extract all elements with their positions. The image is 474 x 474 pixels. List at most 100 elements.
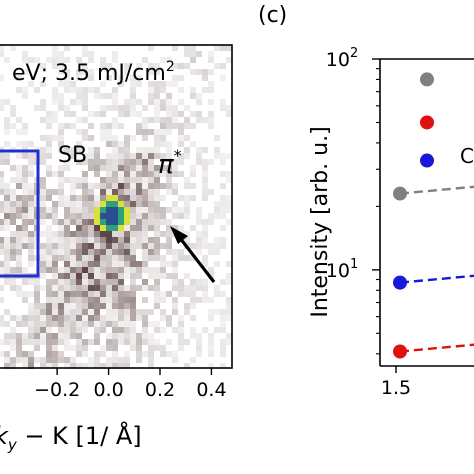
heatmap-cell (154, 141, 160, 147)
heatmap-cell (112, 117, 118, 123)
heatmap-cell (94, 321, 100, 327)
heatmap-cell (166, 129, 172, 135)
heatmap-cell (82, 243, 88, 249)
heatmap-cell (172, 123, 178, 129)
heatmap-cell (172, 255, 178, 261)
heatmap-cell (52, 207, 58, 213)
heatmap-cell (40, 315, 46, 321)
heatmap-cell (40, 147, 46, 153)
heatmap-cell (142, 165, 148, 171)
heatmap-cell (16, 207, 22, 213)
heatmap-cell (46, 249, 52, 255)
heatmap-cell (88, 123, 94, 129)
heatmap-cell (10, 219, 16, 225)
heatmap-cell (58, 231, 64, 237)
heatmap-cell (202, 255, 208, 261)
heatmap-cell (142, 129, 148, 135)
heatmap-cell (196, 333, 202, 339)
heatmap-cell (148, 339, 154, 345)
heatmap-cell (94, 363, 100, 369)
heatmap-cell (166, 111, 172, 117)
heatmap-cell (160, 297, 166, 303)
heatmap-cell (148, 345, 154, 351)
heatmap-cell (208, 99, 214, 105)
heatmap-cell (112, 345, 118, 351)
heatmap-cell (190, 327, 196, 333)
heatmap-cell (166, 351, 172, 357)
heatmap-cell (76, 225, 82, 231)
heatmap-cell (118, 255, 124, 261)
heatmap-cell (142, 105, 148, 111)
heatmap-cell (94, 243, 100, 249)
heatmap-cell (76, 363, 82, 369)
heatmap-cell (148, 117, 154, 123)
heatmap-cell (220, 279, 226, 285)
heatmap-cell (46, 123, 52, 129)
heatmap-cell (82, 345, 88, 351)
heatmap-cell (16, 255, 22, 261)
heatmap-cell (160, 81, 166, 87)
heatmap-cell (94, 207, 100, 213)
heatmap-cell (166, 273, 172, 279)
heatmap-cell (136, 195, 142, 201)
heatmap-cell (226, 171, 232, 177)
heatmap-cell (160, 219, 166, 225)
heatmap-cell (190, 123, 196, 129)
heatmap-cell (76, 75, 82, 81)
heatmap-cell (76, 141, 82, 147)
heatmap-cell (142, 147, 148, 153)
heatmap-cell (106, 189, 112, 195)
heatmap-cell (4, 255, 10, 261)
heatmap-cell (142, 159, 148, 165)
heatmap-cell (64, 345, 70, 351)
heatmap-cell (142, 333, 148, 339)
heatmap-cell (208, 267, 214, 273)
heatmap-cell (106, 273, 112, 279)
heatmap-cell (190, 279, 196, 285)
heatmap-cell (40, 357, 46, 363)
heatmap-cell (0, 351, 4, 357)
heatmap-cell (64, 261, 70, 267)
heatmap-cell (64, 279, 70, 285)
heatmap-cell (142, 339, 148, 345)
heatmap-cell (214, 291, 220, 297)
heatmap-cell (88, 219, 94, 225)
heatmap-cell (64, 315, 70, 321)
heatmap-cell (100, 129, 106, 135)
heatmap-cell (22, 219, 28, 225)
heatmap-cell (22, 243, 28, 249)
heatmap-cell (52, 87, 58, 93)
heatmap-cell (226, 57, 232, 63)
heatmap-cell (226, 261, 232, 267)
heatmap-cell (106, 363, 112, 369)
heatmap-cell (16, 165, 22, 171)
heatmap-cell (34, 315, 40, 321)
heatmap-cell (190, 171, 196, 177)
heatmap-cell (22, 87, 28, 93)
heatmap-cell (136, 159, 142, 165)
heatmap-cell (70, 87, 76, 93)
heatmap-cell (166, 291, 172, 297)
heatmap-cell (0, 153, 4, 159)
heatmap-cell (100, 291, 106, 297)
heatmap-cell (178, 87, 184, 93)
heatmap-cell (196, 51, 202, 57)
heatmap-cell (4, 225, 10, 231)
heatmap-cell (28, 231, 34, 237)
heatmap-cell (136, 99, 142, 105)
heatmap-cell (28, 327, 34, 333)
heatmap-cell (184, 45, 190, 51)
heatmap-cell (28, 249, 34, 255)
heatmap-cell (208, 87, 214, 93)
heatmap-cell (184, 237, 190, 243)
heatmap-cell (4, 351, 10, 357)
heatmap-cell (142, 315, 148, 321)
heatmap-cell (142, 285, 148, 291)
heatmap-cell (4, 129, 10, 135)
heatmap-cell (166, 315, 172, 321)
heatmap-cell (22, 201, 28, 207)
heatmap-cell (40, 81, 46, 87)
heatmap-cell (190, 357, 196, 363)
heatmap-cell (0, 261, 4, 267)
heatmap-cell (88, 111, 94, 117)
